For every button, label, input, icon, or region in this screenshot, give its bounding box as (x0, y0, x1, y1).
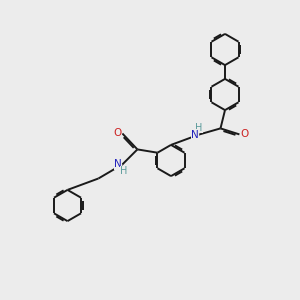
Text: N: N (114, 159, 122, 170)
Text: O: O (241, 129, 249, 140)
Text: H: H (120, 166, 128, 176)
Text: H: H (195, 123, 203, 133)
Text: N: N (191, 130, 199, 140)
Text: O: O (113, 128, 121, 139)
